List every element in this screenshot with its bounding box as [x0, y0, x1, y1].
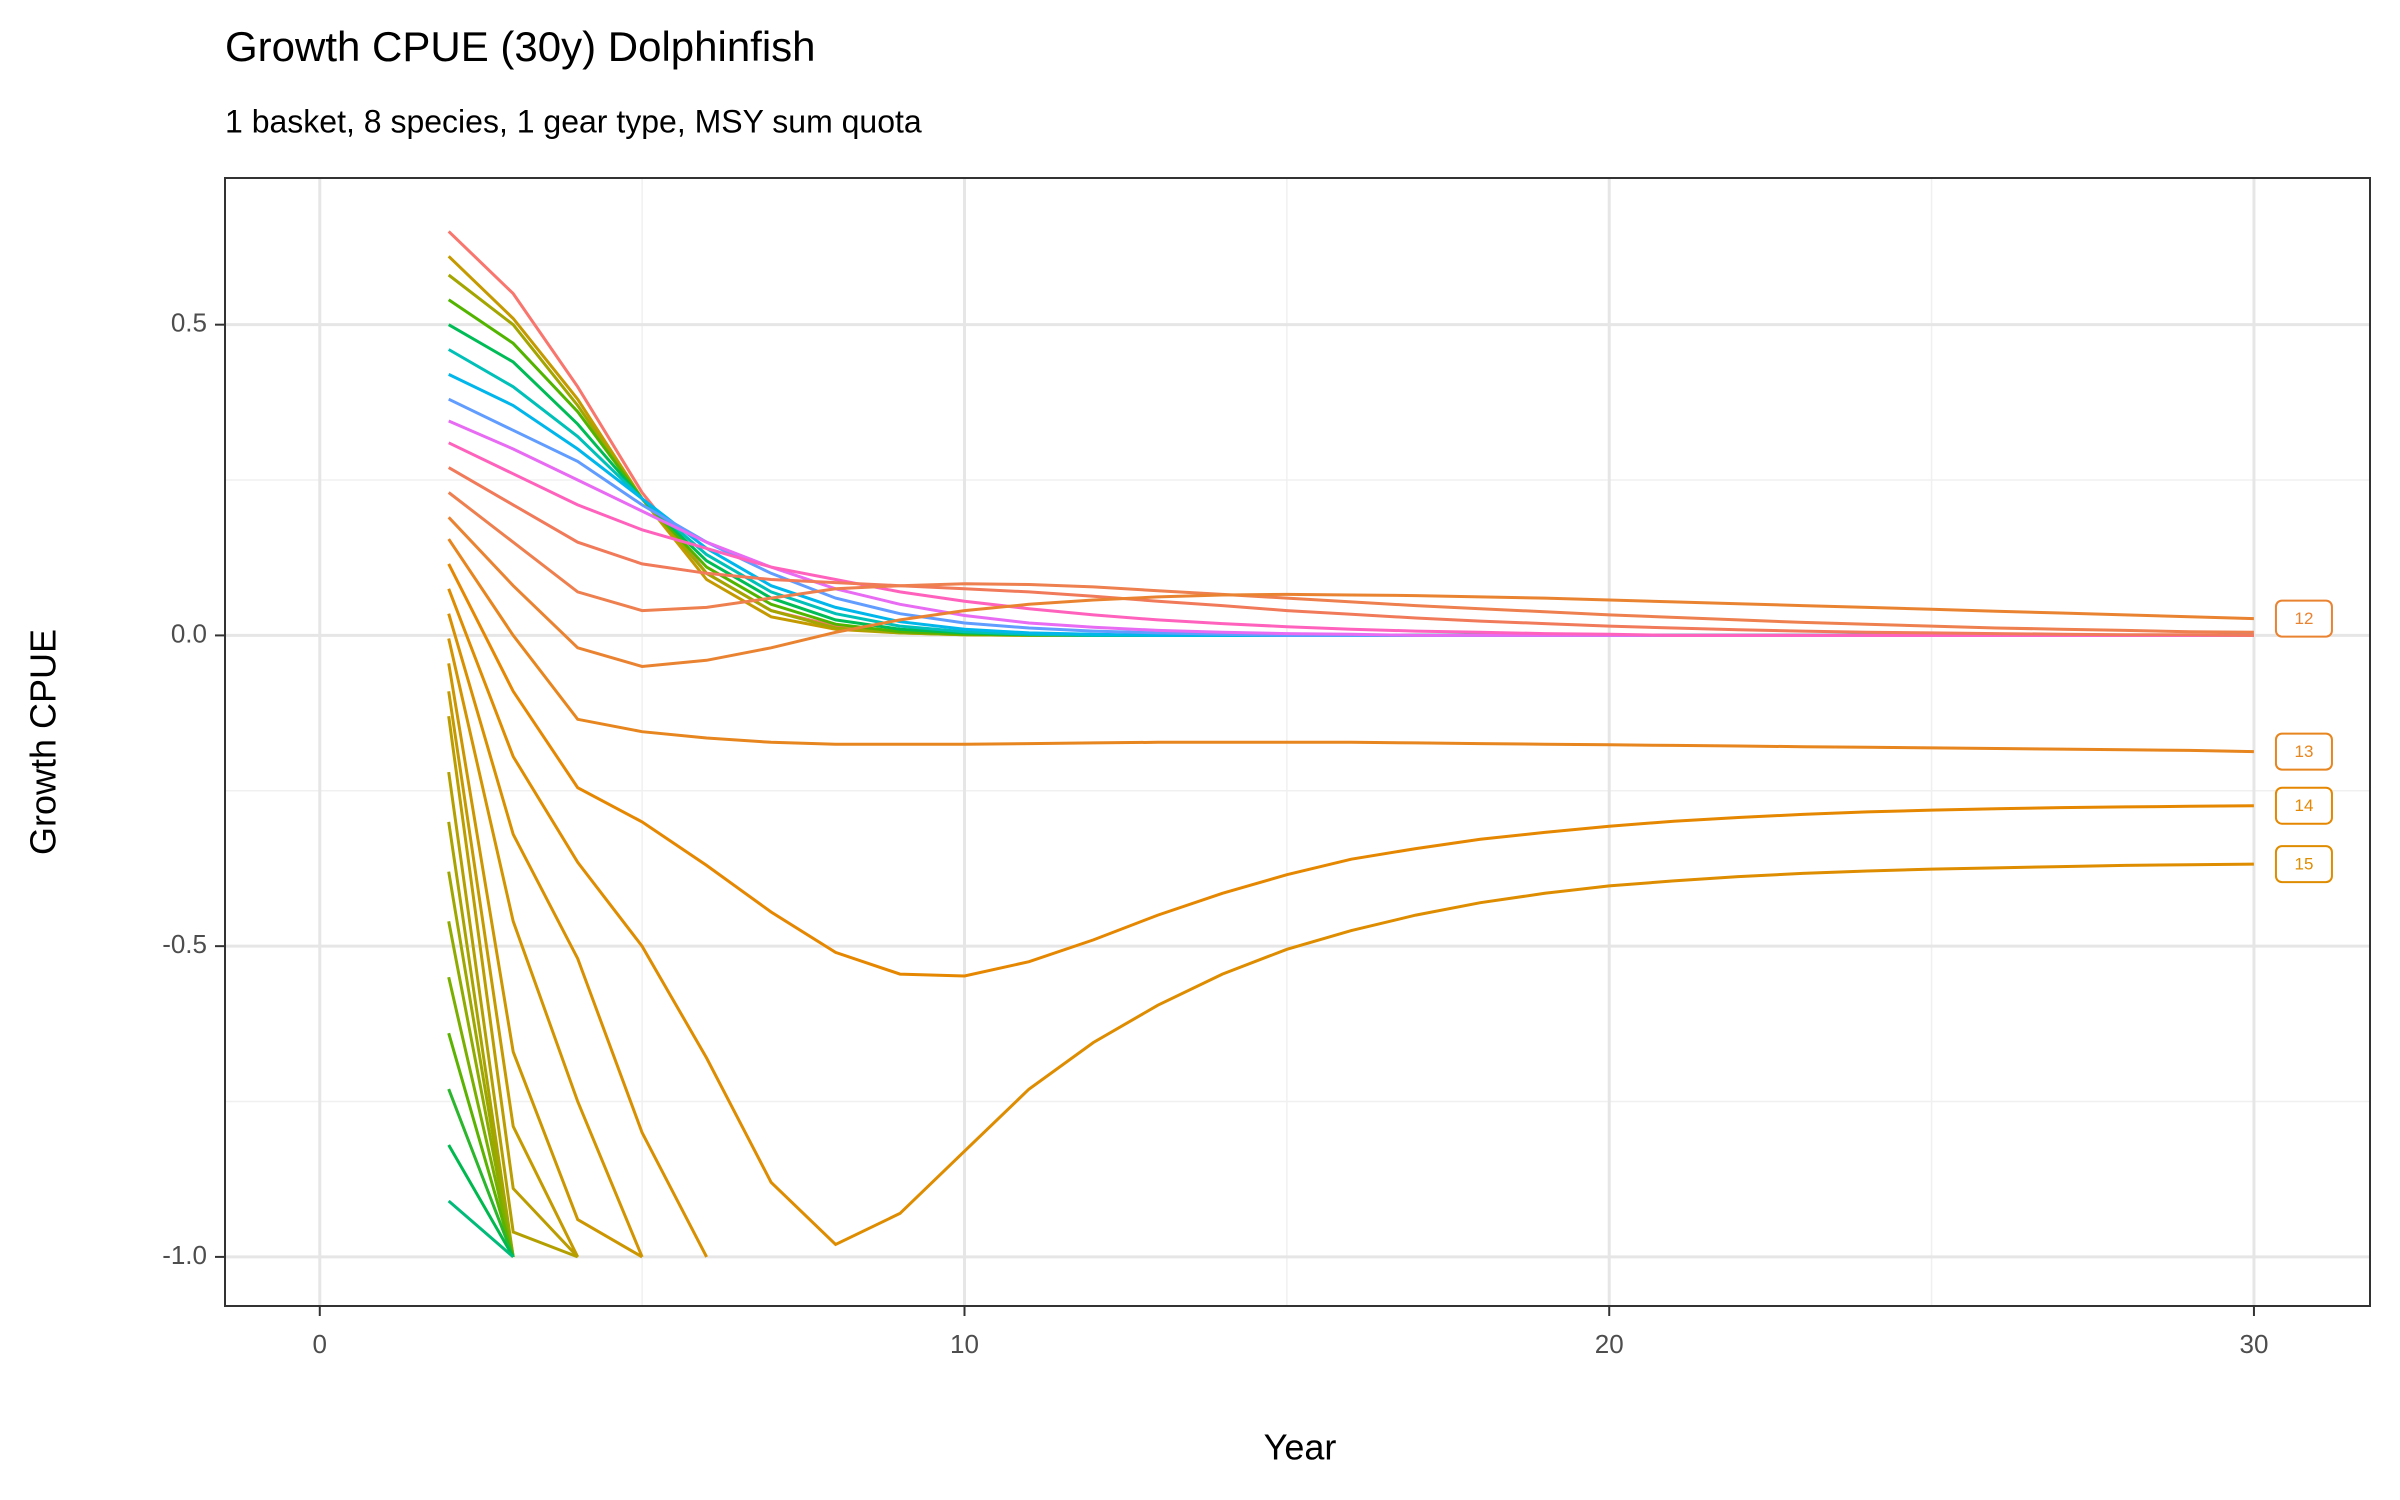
chart-title: Growth CPUE (30y) Dolphinfish [225, 23, 816, 70]
y-axis-title: Growth CPUE [23, 629, 64, 855]
series-line [447, 715, 579, 1258]
series-label: 14 [2294, 796, 2313, 815]
series-label: 15 [2294, 855, 2313, 874]
x-tick-label: 20 [1595, 1329, 1624, 1359]
y-tick-label: -1.0 [162, 1240, 207, 1270]
series-line [447, 1032, 515, 1258]
series-line [447, 1199, 515, 1259]
series-line [447, 255, 2254, 637]
series-line [447, 1144, 515, 1258]
y-tick-label: 0.5 [171, 308, 207, 338]
label-box [2274, 845, 2333, 884]
series-line [447, 538, 2254, 754]
series-line [447, 588, 2254, 1247]
series-line [447, 771, 579, 1259]
series-label: 12 [2294, 609, 2313, 628]
x-tick-label: 0 [313, 1329, 327, 1359]
series-line [447, 273, 2254, 637]
series-line [447, 638, 644, 1258]
series-line [447, 663, 643, 1259]
series-line [448, 441, 2254, 637]
series-line [447, 466, 2254, 637]
label-box [2274, 732, 2333, 771]
series-line [447, 348, 2254, 637]
series-label: 13 [2294, 742, 2313, 761]
series-line [447, 298, 2254, 637]
series-line [447, 491, 2254, 634]
series-line [447, 613, 708, 1258]
label-box [2274, 599, 2333, 638]
series-line [447, 691, 580, 1258]
x-tick-label: 30 [2239, 1329, 2268, 1359]
series-line [447, 871, 515, 1258]
y-tick-label: -0.5 [162, 929, 207, 959]
x-axis-title: Year [1264, 1427, 1337, 1468]
label-box [2274, 786, 2333, 825]
y-tick-label: 0.0 [171, 618, 207, 648]
series-line [447, 516, 2254, 669]
series-line [448, 397, 2254, 637]
chart-subtitle: 1 basket, 8 species, 1 gear type, MSY su… [225, 103, 922, 139]
series-line [447, 563, 2254, 978]
series-line [447, 976, 515, 1258]
x-tick-label: 10 [950, 1329, 979, 1359]
series-line [447, 1088, 515, 1258]
panel-border [224, 177, 2371, 1307]
series-line [447, 921, 515, 1258]
